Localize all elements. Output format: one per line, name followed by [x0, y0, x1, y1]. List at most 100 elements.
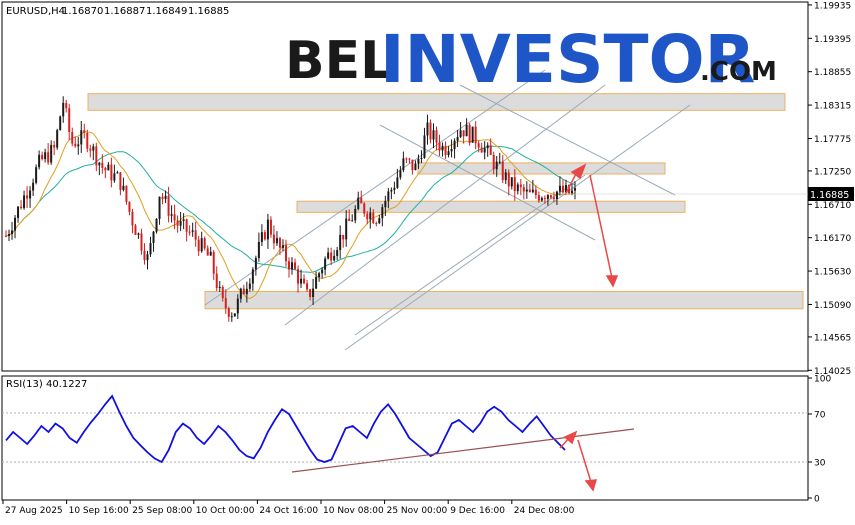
candle-body [414, 163, 417, 171]
candle-body [71, 131, 74, 144]
candle-body [471, 126, 474, 143]
candle-body [242, 288, 245, 295]
candle-body [435, 130, 438, 143]
candle-body [182, 219, 185, 221]
candle-body [107, 164, 110, 171]
candle-body [230, 316, 233, 318]
candle-body [173, 214, 176, 221]
candle-body [44, 152, 47, 160]
candle-body [164, 195, 167, 199]
candle-body [420, 157, 423, 159]
candle-body [254, 257, 257, 270]
candle-body [110, 164, 113, 181]
price-tick-label: 1.15090 [814, 301, 851, 311]
candle-body [65, 102, 68, 109]
sr-zone [204, 290, 804, 310]
logo-text-bel: BEL [285, 31, 393, 91]
candle-body [528, 189, 531, 193]
candle-body [574, 188, 576, 191]
candle-body [399, 170, 402, 178]
candle-body [396, 177, 399, 188]
candle-body [336, 250, 339, 256]
price-panel [1, 1, 809, 372]
rsi-arrow-down-line [577, 439, 592, 483]
candle-body [375, 223, 378, 225]
candle-body [303, 278, 306, 284]
candle-body [366, 213, 369, 220]
candle-body [306, 283, 309, 290]
candle-body [534, 189, 537, 196]
current-price-label: 1.16885 [810, 190, 849, 201]
candle-body [11, 230, 14, 235]
candle-body [384, 200, 387, 208]
candle-body [441, 145, 444, 151]
price-tick-label: 1.19395 [814, 35, 851, 45]
candle-body [233, 313, 236, 317]
candle-body [438, 142, 441, 151]
rsi-arrow-down-head [584, 479, 598, 492]
candle-body [83, 130, 86, 133]
rsi-trendline [291, 428, 635, 473]
candle-body [381, 207, 384, 219]
ma-slow-line [5, 145, 576, 273]
price-tick-label: 1.15630 [814, 268, 851, 278]
candle-body [80, 130, 83, 145]
candle-body [426, 122, 429, 136]
candle-body [263, 232, 266, 240]
candle-body [504, 172, 507, 181]
time-tick-label: 10 Nov 08:00 [323, 506, 384, 516]
candle-body [125, 185, 128, 202]
candle-body [179, 220, 182, 226]
candle-body [300, 278, 303, 284]
candle-body [170, 214, 173, 216]
candle-body [309, 289, 312, 297]
candle-body [342, 234, 345, 240]
ohlc-value: 1.16887 [104, 6, 145, 17]
candle-body [402, 158, 405, 171]
channel-line-1 [204, 69, 546, 306]
rsi-axis: 100 70 30 0 [808, 375, 831, 505]
candle-body [456, 137, 459, 141]
candle-body [378, 218, 381, 224]
candle-body [92, 146, 95, 151]
candle-body [558, 185, 561, 192]
candle-body [74, 143, 77, 147]
candle-body [297, 269, 300, 284]
time-tick-label: 25 Nov 00:00 [387, 506, 448, 516]
candle-body [417, 158, 420, 164]
candle-body [17, 206, 20, 218]
candle-body [8, 234, 11, 237]
candle-body [47, 152, 50, 163]
candle-body [408, 158, 411, 160]
candle-body [387, 191, 390, 201]
candle-body [68, 108, 71, 132]
candle-body [372, 212, 375, 224]
candle-body [197, 239, 200, 252]
time-tick-label: 24 Oct 16:00 [259, 506, 318, 516]
candle-body [510, 177, 513, 187]
candle-body [312, 288, 315, 297]
candle-body [321, 269, 324, 274]
candle-body [333, 255, 336, 261]
candle-body [291, 262, 294, 270]
candle-body [540, 198, 543, 201]
candle-body [272, 234, 275, 244]
candle-body [77, 144, 80, 147]
candle-body [32, 182, 35, 191]
price-tick-label: 1.16170 [814, 234, 851, 244]
candle-body [134, 225, 137, 235]
rsi-tick-label: 0 [814, 495, 820, 505]
candle-body [561, 185, 564, 193]
candle-body [339, 234, 342, 251]
logo-text-investor: INVESTOR [380, 21, 755, 98]
candle-body [104, 167, 107, 171]
candle-body [363, 203, 366, 214]
channel-line-6 [459, 84, 676, 196]
candle-body [447, 151, 450, 156]
sr-zone [87, 93, 786, 111]
arrow-down-line [589, 174, 613, 279]
candle-body [444, 145, 447, 156]
candle-body [59, 116, 62, 131]
candle-body [50, 144, 53, 163]
